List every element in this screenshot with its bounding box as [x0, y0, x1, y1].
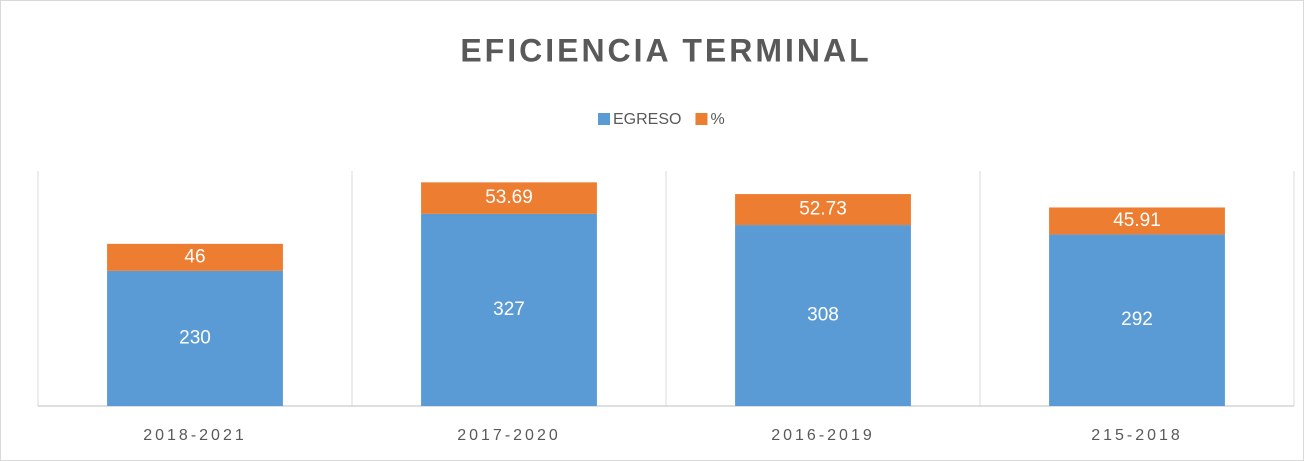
bar-segment	[107, 243, 283, 271]
bar-segment	[107, 270, 283, 406]
x-tick-label: 2017-2020	[457, 427, 561, 444]
bar-segment	[1049, 207, 1225, 235]
x-tick-label: 2018-2021	[143, 427, 247, 444]
data-label: 292	[1121, 309, 1153, 330]
legend-label: %	[710, 111, 724, 128]
data-label: 327	[493, 299, 525, 320]
x-tick-label: 215-2018	[1091, 427, 1183, 444]
legend-label: EGRESO	[613, 111, 681, 128]
data-label: 46	[184, 246, 205, 267]
x-tick-label: 2016-2019	[771, 427, 875, 444]
legend-swatch	[695, 113, 708, 125]
data-label: 53.69	[485, 187, 533, 208]
data-label: 308	[807, 305, 839, 326]
bar-segment	[735, 225, 911, 406]
data-label: 230	[179, 327, 211, 348]
data-label: 45.91	[1113, 210, 1161, 231]
bar-segment	[421, 213, 597, 406]
chart-title: EFICIENCIA TERMINAL	[460, 32, 871, 68]
data-label: 52.73	[799, 199, 847, 220]
bar-segment	[1049, 234, 1225, 406]
legend-swatch	[598, 113, 610, 125]
bar-segment	[421, 182, 597, 214]
bar-segment	[735, 194, 911, 226]
